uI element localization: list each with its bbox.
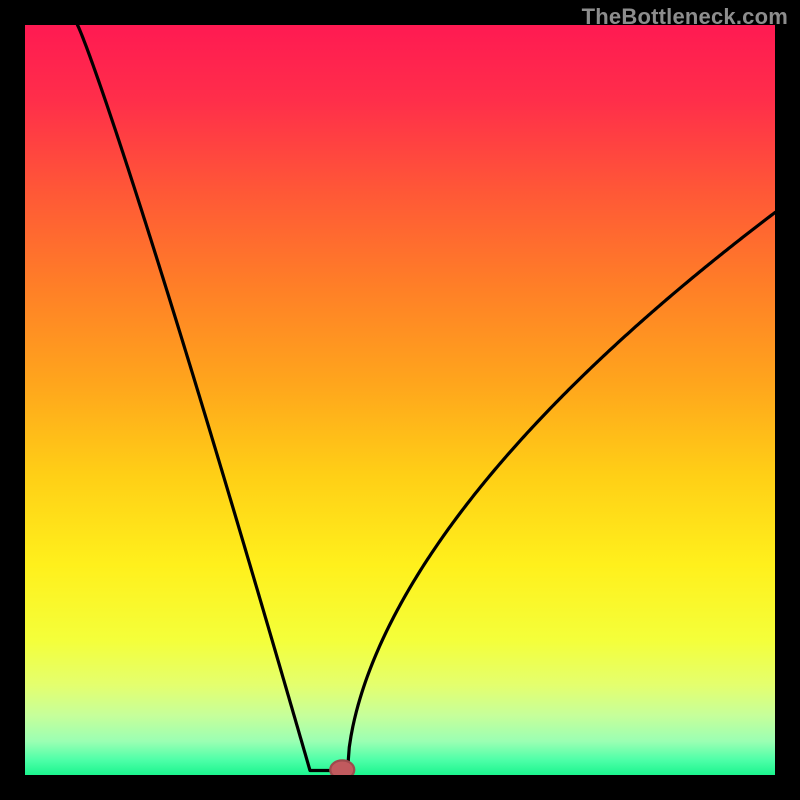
gradient-background	[25, 25, 775, 775]
chart-frame: TheBottleneck.com	[0, 0, 800, 800]
watermark-text: TheBottleneck.com	[582, 4, 788, 30]
bottleneck-curve-chart	[25, 25, 775, 775]
optimum-marker	[330, 760, 354, 775]
